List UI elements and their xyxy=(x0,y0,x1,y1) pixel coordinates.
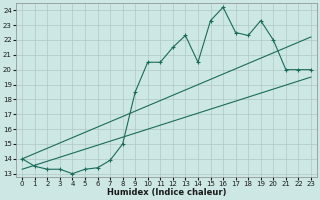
X-axis label: Humidex (Indice chaleur): Humidex (Indice chaleur) xyxy=(107,188,226,197)
